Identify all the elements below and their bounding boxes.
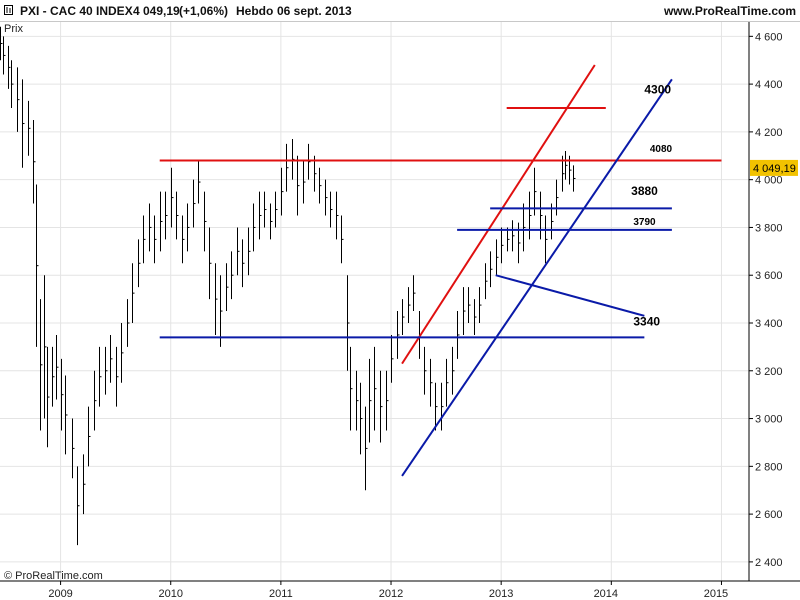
y-tick-label: 3 800	[755, 222, 783, 234]
x-tick-label: 2011	[269, 588, 293, 600]
x-tick-label: 2009	[48, 588, 72, 600]
x-tick-label: 2015	[704, 588, 728, 600]
timeframe[interactable]: Hebdo	[236, 4, 274, 18]
support-line[interactable]	[495, 274, 645, 317]
instrument-title: PXI - CAC 40 INDEX	[20, 4, 133, 18]
price-change: (+1,06%)	[179, 4, 229, 18]
y-tick-label: 4 400	[755, 79, 783, 91]
y-tick-label: 2 600	[755, 509, 783, 521]
support-line[interactable]	[401, 78, 673, 477]
resistance-line[interactable]	[401, 64, 596, 365]
x-tick-label: 2010	[158, 588, 182, 600]
y-tick-label: 4 000	[755, 175, 783, 187]
chart-date: 06 sept. 2013	[277, 4, 352, 18]
x-tick-label: 2014	[594, 588, 618, 600]
y-axis-label: Prix	[4, 23, 23, 35]
trendlines	[159, 64, 722, 477]
x-tick-label: 2013	[489, 588, 513, 600]
last-price: 4 049,19	[133, 4, 180, 18]
last-value-label: 4 049,19	[753, 163, 796, 175]
chart-header: PXI - CAC 40 INDEX 4 049,19 (+1,06%) Heb…	[0, 0, 800, 22]
level-annotation: 4080	[650, 144, 673, 155]
y-tick-label: 2 400	[755, 557, 783, 569]
chart-type-icon[interactable]	[4, 5, 13, 15]
copyright-notice: © ProRealTime.com	[4, 570, 103, 582]
level-annotation: 3880	[631, 184, 658, 198]
site-url[interactable]: www.ProRealTime.com	[663, 4, 796, 18]
price-bars	[0, 26, 576, 546]
y-tick-label: 2 800	[755, 461, 783, 473]
axes: 2 400 2 600 2 800 3 000 3 200 3 400 3 600 3 800…	[0, 22, 800, 600]
y-tick-label: 4 600	[755, 31, 783, 43]
level-annotation: 3790	[633, 217, 656, 228]
grid	[0, 22, 749, 581]
y-tick-label: 3 200	[755, 366, 783, 378]
y-tick-label: 3 400	[755, 318, 783, 330]
level-annotation: 3340	[633, 314, 660, 328]
y-tick-label: 4 200	[755, 127, 783, 139]
y-tick-label: 3 600	[755, 270, 783, 282]
x-tick-label: 2012	[379, 588, 403, 600]
last-value-tag	[750, 159, 798, 176]
annotations: 4300 4080 3880 3790 3340	[631, 83, 672, 329]
y-tick-label: 3 000	[755, 414, 783, 426]
level-annotation: 4300	[644, 83, 671, 97]
